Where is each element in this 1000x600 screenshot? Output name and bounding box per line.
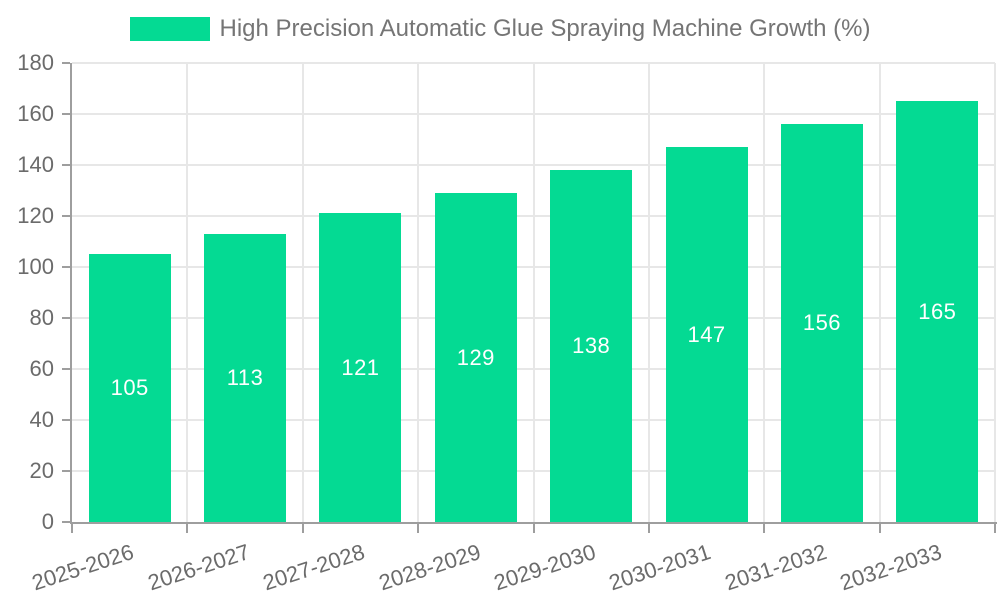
y-tick xyxy=(62,62,70,64)
v-gridline xyxy=(763,63,766,522)
bar-value-label: 138 xyxy=(572,333,611,359)
bar-value-label: 113 xyxy=(226,364,264,390)
y-axis-label: 60 xyxy=(29,356,54,381)
bar[interactable]: 121 xyxy=(319,213,402,522)
y-tick xyxy=(62,317,70,319)
y-axis-label: 100 xyxy=(17,254,54,279)
v-gridline xyxy=(532,63,535,522)
x-axis-line xyxy=(70,522,997,524)
legend-label: High Precision Automatic Glue Spraying M… xyxy=(219,15,871,42)
x-axis-label: 2026-2027 xyxy=(144,539,253,596)
y-tick xyxy=(62,266,70,268)
x-axis-label: 2025-2026 xyxy=(29,539,138,596)
y-axis-label: 180 xyxy=(17,50,54,75)
bar-value-label: 147 xyxy=(687,321,726,347)
y-tick xyxy=(62,113,70,115)
y-axis-label: 20 xyxy=(29,458,54,483)
x-tick xyxy=(71,524,73,533)
y-axis-label: 120 xyxy=(17,203,54,228)
bar[interactable]: 105 xyxy=(88,254,171,522)
x-axis-label: 2029-2030 xyxy=(490,539,599,596)
y-axis-label: 0 xyxy=(41,509,54,534)
x-tick xyxy=(417,524,420,533)
x-axis-label: 2031-2032 xyxy=(721,539,830,596)
v-gridline xyxy=(878,63,881,522)
x-tick xyxy=(647,524,650,533)
bar-value-label: 156 xyxy=(802,310,842,336)
y-tick xyxy=(62,215,70,217)
x-tick xyxy=(301,524,304,533)
bar[interactable]: 129 xyxy=(434,193,517,522)
v-gridline xyxy=(417,63,420,522)
y-tick xyxy=(62,521,70,523)
x-axis-label: 2027-2028 xyxy=(260,539,368,596)
x-tick xyxy=(532,524,535,533)
bar-value-label: 165 xyxy=(918,298,957,324)
y-tick xyxy=(62,368,70,370)
y-tick xyxy=(62,164,70,166)
v-gridline xyxy=(994,63,996,522)
bar[interactable]: 156 xyxy=(780,124,863,522)
plot-area: 105 113 121 129 138 147 156 165 xyxy=(72,62,996,522)
y-axis-label: 140 xyxy=(17,152,54,177)
legend-swatch xyxy=(129,17,210,41)
y-axis-line xyxy=(70,63,72,524)
y-tick xyxy=(62,470,70,472)
y-tick xyxy=(62,419,70,421)
y-axis-label: 160 xyxy=(17,101,54,126)
v-gridline xyxy=(186,63,189,522)
bar-value-label: 121 xyxy=(341,354,380,380)
x-tick xyxy=(994,524,996,533)
bar[interactable]: 147 xyxy=(665,147,748,522)
x-tick xyxy=(186,524,189,533)
bar[interactable]: 165 xyxy=(896,101,979,522)
x-axis-label: 2032-2033 xyxy=(836,539,945,596)
legend[interactable]: High Precision Automatic Glue Spraying M… xyxy=(0,16,1000,42)
x-tick xyxy=(763,524,766,533)
bar[interactable]: 113 xyxy=(204,233,287,522)
v-gridline xyxy=(647,63,650,522)
y-axis-label: 80 xyxy=(29,305,54,330)
x-axis-label: 2028-2029 xyxy=(375,539,484,596)
x-axis-label: 2030-2031 xyxy=(606,539,714,596)
v-gridline xyxy=(301,63,304,522)
x-tick xyxy=(878,524,881,533)
bar-value-label: 129 xyxy=(456,344,495,370)
bar[interactable]: 138 xyxy=(550,170,633,522)
bar-value-label: 105 xyxy=(110,375,149,401)
y-axis-label: 40 xyxy=(29,407,54,432)
